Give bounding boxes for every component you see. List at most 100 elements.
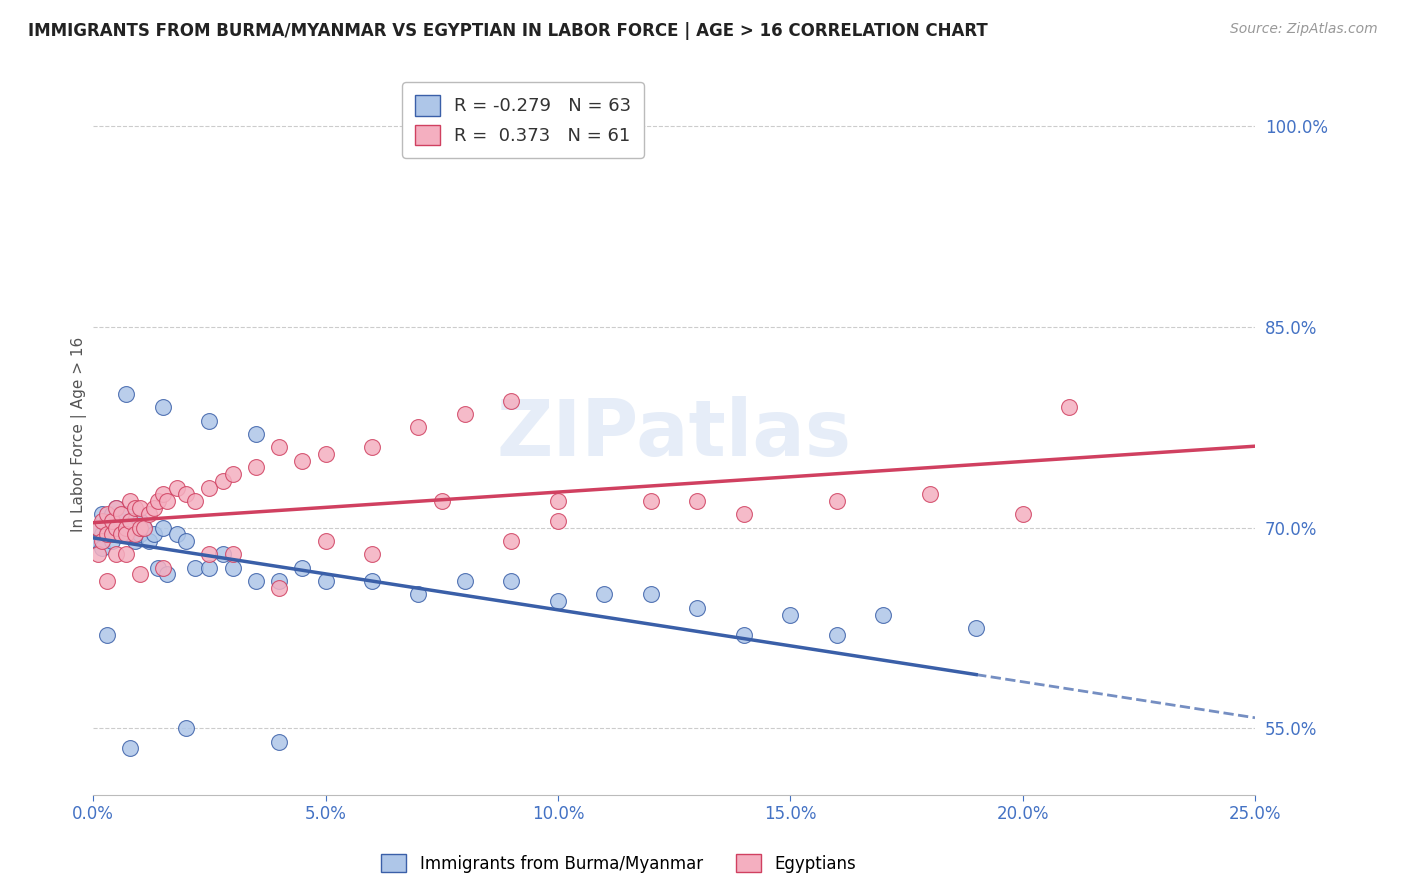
- Point: [128, 521, 150, 535]
- Point: [733, 627, 755, 641]
- Point: [100, 521, 122, 535]
- Point: [105, 527, 128, 541]
- Point: [87, 547, 110, 561]
- Point: [267, 734, 290, 748]
- Point: [105, 521, 128, 535]
- Point: [120, 514, 142, 528]
- Point: [245, 574, 267, 588]
- Point: [1011, 508, 1033, 522]
- Point: [315, 574, 337, 588]
- Y-axis label: In Labor Force | Age > 16: In Labor Force | Age > 16: [72, 336, 87, 532]
- Point: [547, 594, 569, 608]
- Point: [174, 721, 197, 735]
- Point: [156, 567, 179, 582]
- Point: [148, 560, 170, 574]
- Point: [361, 574, 384, 588]
- Point: [100, 527, 122, 541]
- Point: [267, 581, 290, 595]
- Point: [825, 494, 848, 508]
- Point: [114, 508, 136, 522]
- Point: [872, 607, 894, 622]
- Legend: Immigrants from Burma/Myanmar, Egyptians: Immigrants from Burma/Myanmar, Egyptians: [374, 847, 863, 880]
- Point: [198, 481, 221, 495]
- Point: [105, 500, 128, 515]
- Point: [152, 560, 174, 574]
- Point: [315, 533, 337, 548]
- Point: [110, 527, 132, 541]
- Point: [640, 587, 662, 601]
- Point: [1057, 401, 1080, 415]
- Point: [148, 494, 170, 508]
- Point: [198, 547, 221, 561]
- Point: [120, 527, 142, 541]
- Point: [825, 627, 848, 641]
- Point: [212, 547, 235, 561]
- Point: [142, 500, 165, 515]
- Point: [96, 521, 118, 535]
- Point: [114, 521, 136, 535]
- Point: [114, 521, 136, 535]
- Point: [198, 414, 221, 428]
- Point: [87, 533, 110, 548]
- Text: ZIPatlas: ZIPatlas: [496, 396, 852, 472]
- Point: [221, 560, 243, 574]
- Point: [779, 607, 801, 622]
- Point: [100, 514, 122, 528]
- Point: [120, 741, 142, 756]
- Point: [96, 627, 118, 641]
- Point: [454, 574, 477, 588]
- Point: [105, 521, 128, 535]
- Point: [124, 527, 146, 541]
- Point: [142, 527, 165, 541]
- Point: [198, 560, 221, 574]
- Point: [100, 508, 122, 522]
- Point: [152, 521, 174, 535]
- Point: [128, 527, 150, 541]
- Point: [166, 527, 188, 541]
- Point: [733, 508, 755, 522]
- Point: [91, 533, 114, 548]
- Point: [408, 420, 430, 434]
- Point: [361, 814, 384, 829]
- Point: [315, 447, 337, 461]
- Point: [110, 527, 132, 541]
- Point: [965, 621, 987, 635]
- Point: [267, 441, 290, 455]
- Point: [96, 508, 118, 522]
- Point: [184, 494, 207, 508]
- Point: [114, 547, 136, 561]
- Point: [686, 494, 709, 508]
- Point: [212, 474, 235, 488]
- Point: [134, 521, 156, 535]
- Point: [156, 494, 179, 508]
- Point: [547, 822, 569, 836]
- Point: [174, 487, 197, 501]
- Point: [221, 467, 243, 482]
- Point: [91, 527, 114, 541]
- Point: [128, 514, 150, 528]
- Point: [501, 393, 523, 408]
- Point: [430, 494, 453, 508]
- Point: [221, 547, 243, 561]
- Point: [501, 574, 523, 588]
- Point: [686, 600, 709, 615]
- Point: [105, 500, 128, 515]
- Point: [245, 427, 267, 442]
- Legend: R = -0.279   N = 63, R =  0.373   N = 61: R = -0.279 N = 63, R = 0.373 N = 61: [402, 82, 644, 158]
- Point: [87, 521, 110, 535]
- Point: [138, 508, 160, 522]
- Point: [547, 514, 569, 528]
- Point: [174, 533, 197, 548]
- Point: [547, 494, 569, 508]
- Point: [120, 514, 142, 528]
- Point: [110, 514, 132, 528]
- Point: [134, 521, 156, 535]
- Point: [361, 441, 384, 455]
- Point: [105, 547, 128, 561]
- Point: [91, 514, 114, 528]
- Point: [128, 567, 150, 582]
- Point: [166, 481, 188, 495]
- Point: [91, 508, 114, 522]
- Point: [96, 574, 118, 588]
- Point: [96, 527, 118, 541]
